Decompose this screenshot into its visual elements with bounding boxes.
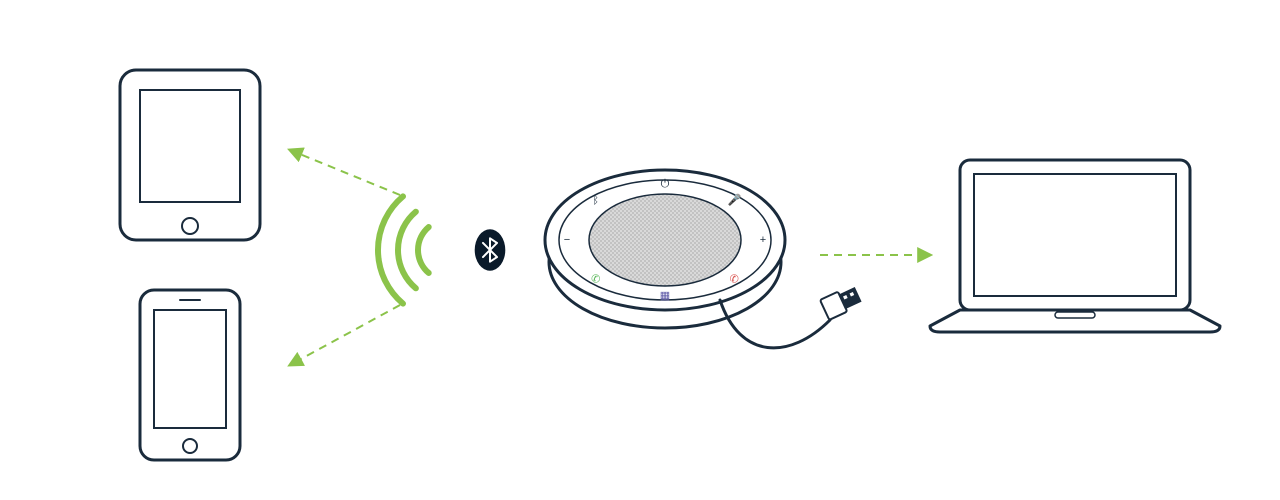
laptop-icon xyxy=(930,160,1220,332)
speaker-vol-plus-icon: + xyxy=(760,234,766,246)
speaker-answer-icon: ✆ xyxy=(591,274,600,286)
speakerphone-icon: ⏻ ᛒ 🎤 − + ✆ ✆ ▦ xyxy=(545,170,785,328)
speaker-bluetooth-icon: ᛒ xyxy=(592,194,599,206)
connectivity-diagram: ⏻ ᛒ 🎤 − + ✆ ✆ ▦ xyxy=(0,0,1280,500)
bluetooth-icon xyxy=(475,229,506,270)
speaker-vol-minus-icon: − xyxy=(564,234,570,246)
arrow-to-phone xyxy=(290,305,400,365)
wireless-waves-icon xyxy=(378,196,429,303)
arrow-to-tablet xyxy=(290,150,400,195)
speaker-power-icon: ⏻ xyxy=(661,178,670,190)
speaker-teams-icon: ▦ xyxy=(660,290,670,302)
speaker-mic-mute-icon: 🎤 xyxy=(727,192,741,206)
tablet-icon xyxy=(120,70,260,240)
smartphone-icon xyxy=(140,290,240,460)
speaker-hangup-icon: ✆ xyxy=(730,274,739,286)
